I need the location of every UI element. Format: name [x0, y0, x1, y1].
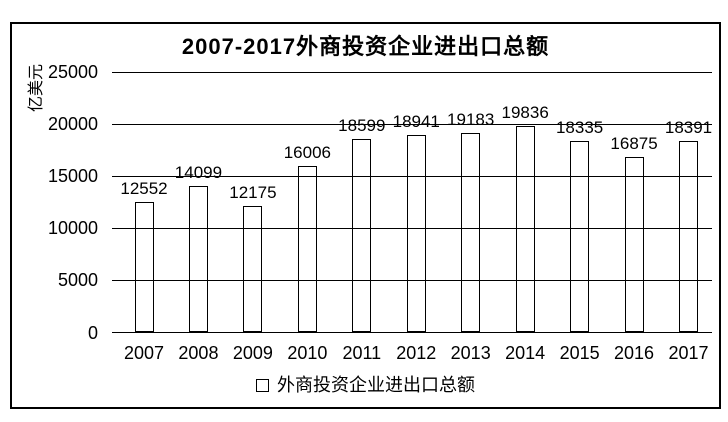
x-tick-label: 2012	[396, 343, 437, 363]
gridline	[112, 175, 712, 177]
bar	[352, 138, 372, 333]
bar	[624, 156, 644, 333]
y-tick-label: 25000	[47, 62, 98, 82]
x-tick-label: 2013	[450, 343, 491, 363]
bar-value-label: 18599	[338, 115, 386, 135]
x-tick-label: 2015	[559, 343, 600, 363]
y-tick-label: 5000	[57, 270, 98, 291]
legend: 外商投资企业进出口总额	[12, 375, 719, 395]
bar-value-label: 18335	[555, 118, 604, 138]
bar-value-label: 12552	[120, 178, 168, 198]
x-tick-label: 2008	[178, 343, 219, 363]
y-tick-label: 10000	[47, 218, 98, 239]
bar	[679, 140, 698, 333]
x-tick-label: 2009	[232, 343, 273, 363]
bar-value-label: 16006	[283, 142, 331, 162]
bar-value-label: 19183	[447, 109, 495, 129]
bar	[134, 201, 154, 333]
y-tick-label: 20000	[47, 114, 98, 135]
y-tick-label: 15000	[47, 166, 98, 187]
y-tick-label: 0	[87, 322, 98, 343]
bar	[515, 125, 535, 333]
open-square-icon	[256, 378, 269, 392]
x-tick-label: 2011	[342, 343, 382, 363]
bar-value-label: 12175	[229, 182, 277, 202]
gridline	[112, 71, 712, 73]
bar	[188, 185, 208, 333]
bar	[570, 141, 590, 333]
gridline	[112, 279, 712, 281]
x-tick-label: 2017	[668, 343, 709, 363]
x-tick-label: 2014	[505, 343, 546, 363]
bar-value-label: 18941	[392, 112, 440, 132]
bar-value-label: 18391	[664, 117, 713, 137]
gridline	[112, 332, 712, 333]
legend-label: 外商投资企业进出口总额	[277, 375, 475, 395]
bar	[406, 135, 426, 333]
bar	[297, 165, 317, 333]
x-tick-label: 2016	[614, 343, 655, 363]
gridline	[112, 123, 712, 125]
bar-value-label: 19836	[501, 102, 549, 122]
x-tick-label: 2007	[123, 343, 165, 363]
gridline	[112, 227, 712, 229]
chart-title: 2007-2017外商投资企业进出口总额	[181, 34, 550, 59]
bar-value-label: 14099	[174, 162, 223, 182]
bar	[243, 205, 263, 333]
bar-value-label: 16875	[610, 133, 658, 153]
chart-frame: 2007-2017外商投资企业进出口总额 亿美元 0 5000 10000 15000…	[10, 22, 721, 409]
bar	[461, 132, 481, 333]
x-tick-label: 2010	[287, 343, 328, 363]
